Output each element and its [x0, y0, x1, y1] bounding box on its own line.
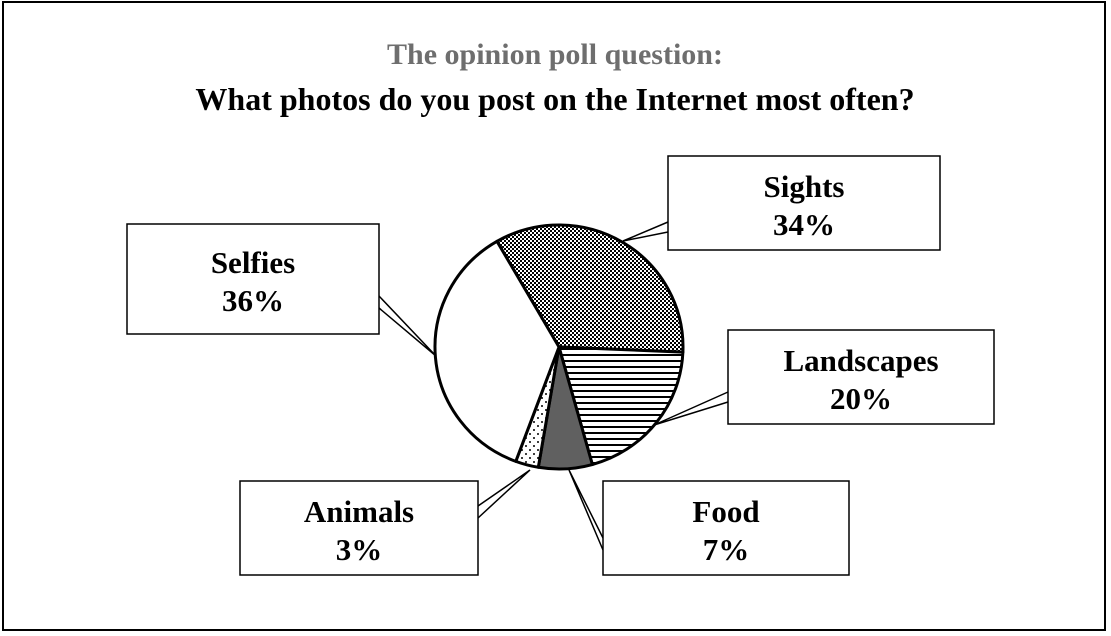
callout-box-sights: [667, 155, 941, 251]
chart-subtitle: The opinion poll question:: [387, 38, 723, 71]
callout-value-landscapes: 20%: [830, 381, 892, 416]
callout-leader-food: [568, 469, 604, 551]
callout-label-animals: Animals: [304, 494, 414, 529]
chart-title: What photos do you post on the Internet …: [195, 81, 914, 117]
callout-box-selfies: [126, 223, 380, 335]
callout-leader-selfies: [378, 295, 437, 357]
pie-slice-landscapes: [557, 345, 685, 467]
callout-leader-landscapes: [653, 391, 729, 426]
callout-box-animals: [239, 480, 479, 576]
callout-label-landscapes: Landscapes: [783, 343, 938, 378]
pie-slice-selfies: [433, 239, 561, 463]
callout-value-food: 7%: [703, 532, 750, 567]
callout-value-animals: 3%: [336, 532, 383, 567]
callout-value-sights: 34%: [773, 207, 835, 242]
callout-box-food: [602, 480, 850, 576]
callout-leaders: [378, 221, 729, 551]
callout-box-landscapes: [727, 329, 995, 425]
callout-leader-sights: [622, 221, 669, 242]
callout-label-selfies: Selfies: [211, 245, 295, 280]
callout-label-food: Food: [692, 494, 759, 529]
callout-label-sights: Sights: [764, 169, 845, 204]
pie-slices: [433, 223, 685, 471]
callout-value-selfies: 36%: [222, 283, 284, 318]
callout-leader-animals: [477, 469, 531, 519]
